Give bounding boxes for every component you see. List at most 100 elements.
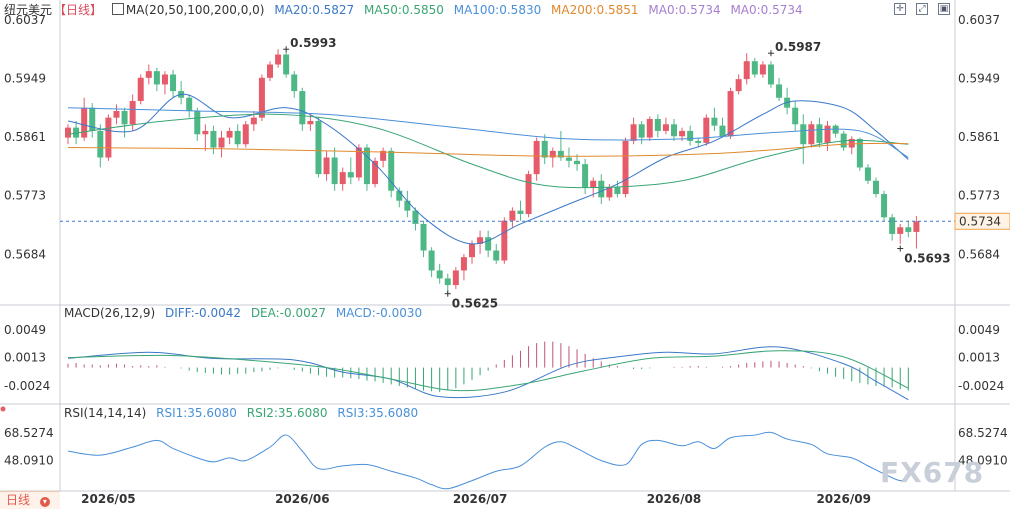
rsi-tick-label-right: 68.5274 — [958, 426, 1008, 440]
candle-body — [590, 180, 597, 188]
candle-body — [242, 124, 249, 145]
candle-body — [477, 237, 484, 244]
candle-body — [396, 190, 403, 201]
settings-icon[interactable]: ▣ — [938, 3, 950, 15]
candle-body — [380, 150, 387, 161]
ma0-value-b: MA0:0.5734 — [730, 3, 803, 17]
macd-tick-label-left: -0.0024 — [4, 379, 50, 393]
candle-body — [800, 124, 807, 145]
rsi3-value: RSI3:35.6080 — [337, 406, 419, 420]
high-annotation: 0.5993 — [290, 36, 336, 50]
candle-body — [315, 120, 322, 175]
fullscreen-icon[interactable]: ⤢ — [916, 3, 928, 15]
candle-body — [606, 187, 613, 198]
macd-tick-label-right: -0.0024 — [958, 379, 1004, 393]
candle-body — [275, 54, 282, 65]
candle-body — [89, 107, 96, 131]
y-tick-label-right: 0.5684 — [958, 248, 1000, 262]
rsi-line — [67, 431, 909, 490]
x-tick-label: 2026/07 — [453, 492, 507, 506]
ma0-value-a: MA0:0.5734 — [648, 3, 721, 17]
candle-body — [671, 124, 677, 137]
macd-tick-label-left: 0.0049 — [4, 323, 46, 337]
candle-body — [824, 125, 831, 143]
x-tick-label: 2026/09 — [816, 492, 870, 506]
candle-body — [751, 61, 758, 75]
ma100-value: MA100:0.5830 — [453, 3, 542, 17]
ma100-line — [67, 107, 909, 158]
candle-body — [81, 107, 88, 138]
y-tick-label-right: 0.6037 — [958, 13, 1000, 27]
low-annotation: 0.5693 — [904, 252, 950, 266]
candle-body — [161, 74, 168, 85]
main-legend: 纽元美元 【日线】 MA(20,50,100,200,0,0) MA20:0.58… — [4, 3, 809, 17]
candle-body — [574, 160, 581, 165]
candle-body — [194, 111, 201, 135]
macd-legend: MACD(26,12,9) DIFF:-0.0042 DEA:-0.0027 M… — [64, 306, 428, 320]
candle-body — [299, 91, 306, 125]
candle-body — [614, 187, 621, 195]
candle-body — [137, 77, 144, 102]
candle-body — [816, 124, 823, 143]
candle-body — [129, 101, 136, 125]
macd-tick-label-right: 0.0013 — [958, 351, 1000, 365]
symbol-label: 纽元美元 — [4, 3, 53, 17]
candle-body — [218, 137, 225, 148]
candle-body — [905, 227, 912, 232]
period-label: 【日线】 — [54, 3, 103, 17]
candle-body — [565, 157, 572, 161]
rsi-tick-label-left: 48.0910 — [4, 453, 54, 467]
x-tick-label: 2026/08 — [647, 492, 701, 506]
candle-body — [202, 130, 209, 135]
high-annotation: 0.5987 — [775, 40, 821, 54]
macd-tick-label-right: 0.0049 — [958, 323, 1000, 337]
candle-body — [363, 147, 370, 185]
candle-body — [598, 180, 605, 198]
candle-body — [638, 124, 645, 138]
candle-body — [347, 172, 354, 178]
ma200-value: MA200:0.5851 — [551, 3, 639, 17]
candle-body — [420, 223, 427, 251]
macd-tick-label-left: 0.0013 — [4, 351, 46, 365]
candle-body — [856, 138, 863, 168]
ma-settings-icon[interactable] — [111, 3, 124, 15]
candle-body — [170, 74, 177, 92]
candle-body — [97, 130, 104, 158]
ma-params-label: MA(20,50,100,200,0,0) — [125, 3, 265, 17]
period-button[interactable]: 日线 ▾ — [0, 491, 60, 509]
candle-body — [258, 77, 265, 118]
candle-body — [759, 64, 766, 75]
candle-body — [582, 164, 589, 188]
candle-body — [776, 84, 783, 98]
y-tick-label-left: 0.5949 — [4, 71, 46, 85]
candle-body — [250, 117, 257, 125]
candle-body — [404, 200, 411, 211]
candle-body — [630, 124, 637, 141]
candle-body — [679, 130, 686, 137]
candle-body — [541, 140, 548, 158]
y-tick-label-right: 0.5773 — [958, 188, 1000, 202]
candle-body — [517, 210, 524, 214]
macd-dea-value: DEA:-0.0027 — [250, 306, 326, 320]
y-tick-label-right: 0.5861 — [958, 130, 1000, 144]
rsi2-value: RSI2:35.6080 — [246, 406, 328, 420]
candle-body — [113, 111, 120, 118]
y-tick-label-right: 0.5949 — [958, 71, 1000, 85]
y-tick-label-left: 0.5684 — [4, 248, 46, 262]
candle-body — [460, 257, 467, 271]
rsi1-value: RSI1:35.6080 — [156, 406, 237, 420]
watermark: FX678 — [880, 456, 985, 489]
candle-body — [727, 91, 734, 137]
y-tick-label-left: 0.6037 — [4, 13, 46, 27]
candle-body — [501, 220, 508, 261]
candle-body — [808, 124, 815, 145]
y-tick-label-left: 0.5773 — [4, 188, 46, 202]
candle-body — [767, 64, 774, 85]
candle-body — [323, 157, 330, 175]
candle-body — [687, 130, 694, 141]
candle-body — [339, 172, 346, 185]
macd-diff-value: DIFF:-0.0042 — [164, 306, 241, 320]
crosshair-icon[interactable]: ✛ — [894, 3, 906, 15]
